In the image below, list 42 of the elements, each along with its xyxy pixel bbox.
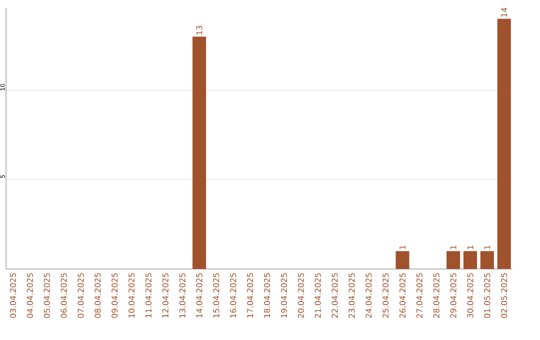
x-tick-label: 15.04.2025 <box>213 273 220 318</box>
x-tick-label: 30.04.2025 <box>467 273 474 318</box>
x-tick-label: 24.04.2025 <box>366 273 372 318</box>
x-tick-label: 06.04.2025 <box>60 273 67 318</box>
x-tick-label: 22.04.2025 <box>332 273 338 318</box>
x-tick-label: 29.04.2025 <box>450 273 456 318</box>
x-tick-label: 23.04.2025 <box>348 273 355 318</box>
bar <box>497 18 511 269</box>
data-label: 1 <box>450 246 456 250</box>
x-tick-label: 20.04.2025 <box>298 273 304 318</box>
x-tick-label: 10.04.2025 <box>128 273 135 318</box>
x-tick-label: 25.04.2025 <box>382 273 389 318</box>
x-tick-label: 18.04.2025 <box>264 273 270 318</box>
x-tick-label: 27.04.2025 <box>416 273 422 318</box>
x-tick-label: 05.04.2025 <box>44 273 50 318</box>
data-label: 14 <box>501 8 508 17</box>
x-tick-label: 02.05.2025 <box>501 273 508 318</box>
bar <box>396 251 410 269</box>
x-tick-label: 04.04.2025 <box>26 273 33 318</box>
x-tick-label: 13.04.2025 <box>179 273 186 318</box>
x-tick-label: 08.04.2025 <box>94 273 101 318</box>
data-label: 1 <box>467 246 474 250</box>
x-tick-label: 26.04.2025 <box>399 273 406 318</box>
x-tick-label: 17.04.2025 <box>247 273 254 318</box>
bar <box>446 251 460 269</box>
x-tick-label: 21.04.2025 <box>314 273 321 318</box>
x-tick-label: 12.04.2025 <box>162 273 168 318</box>
x-tick-label: 01.05.2025 <box>484 273 490 318</box>
data-label: 1 <box>484 246 490 250</box>
x-tick-label: 19.04.2025 <box>280 273 287 318</box>
x-tick-label: 11.04.2025 <box>145 273 152 318</box>
x-tick-label: 03.04.2025 <box>10 273 16 318</box>
x-tick-label: 16.04.2025 <box>230 273 236 318</box>
bar <box>480 251 494 269</box>
x-tick-label: 28.04.2025 <box>433 273 440 318</box>
bar <box>192 36 206 269</box>
x-tick-label: 07.04.2025 <box>78 273 84 318</box>
data-label: 1 <box>400 246 406 250</box>
data-label: 13 <box>196 26 202 35</box>
bar <box>463 251 478 269</box>
x-tick-label: 14.04.2025 <box>196 273 202 318</box>
x-tick-label: 09.04.2025 <box>112 273 118 318</box>
